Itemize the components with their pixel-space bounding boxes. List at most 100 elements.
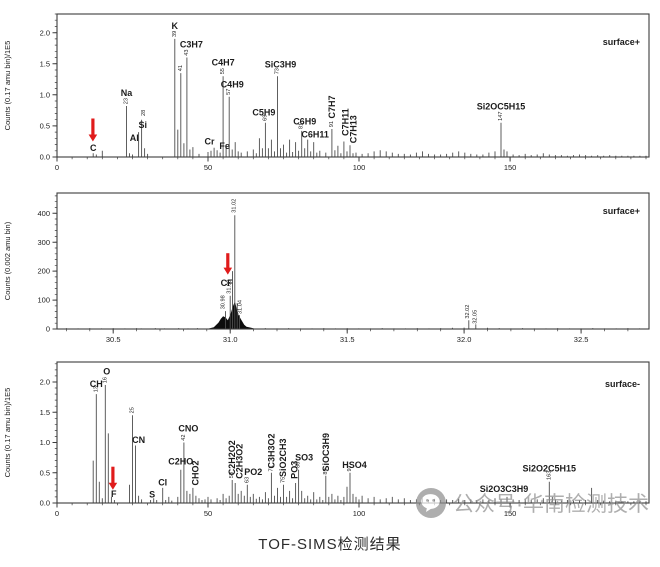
- major-ticks: [52, 381, 511, 508]
- spectrum-plot-negative-full: 0 50 100 150 0.0 0.5 1.0 1.5 2.0 Counts (0.17 amu…: [3, 361, 650, 518]
- y-tick-label: 300: [37, 238, 50, 247]
- plot-frame: [56, 361, 650, 504]
- peak-mass-number: 30.98: [221, 295, 227, 309]
- peak-mass-number: 23: [124, 98, 130, 104]
- peak-label: SO3: [295, 453, 313, 463]
- y-tick-label: 1.0: [40, 438, 50, 447]
- peak-mass-number: 75: [281, 477, 287, 483]
- x-tick-label: 100: [353, 509, 366, 518]
- peak-mass-number: 57: [226, 89, 232, 95]
- y-tick-label: 0.5: [40, 468, 50, 477]
- peak-mass-number: 41: [178, 65, 184, 71]
- x-tick-label: 150: [504, 509, 517, 518]
- x-tick-label: 32.0: [457, 335, 472, 344]
- peak-mass-number: 163: [546, 471, 552, 480]
- peak-label: CHO2: [190, 460, 200, 485]
- y-axis-title: Counts (0.002 amu bin): [3, 221, 12, 300]
- peak-label: Na: [121, 88, 133, 98]
- peak-label: C2H3O2: [234, 444, 244, 479]
- peak-mass-number: 97: [347, 465, 353, 471]
- peak-label: K: [172, 21, 179, 31]
- peak-label: Fe: [219, 141, 230, 151]
- peak-mass-number: 63: [244, 477, 250, 483]
- peak-mass-number: 31.00: [227, 280, 233, 294]
- peak-mass-number: 42: [181, 434, 187, 440]
- peak-label: C4H9: [221, 79, 244, 89]
- peak-label: C: [90, 143, 97, 153]
- peak-mass-number: 32.02: [465, 305, 471, 319]
- major-ticks: [52, 212, 582, 334]
- peak-mass-number: 43: [184, 49, 190, 55]
- peak-label: C2H2O2: [227, 440, 237, 475]
- x-tick-label: 30.5: [106, 335, 121, 344]
- spectrum-peaks: [65, 215, 641, 329]
- peak-mass-number: 80: [296, 462, 302, 468]
- peak-label: C6H9: [293, 117, 316, 127]
- polarity-label: surface+: [603, 37, 640, 47]
- peak-mass-number: 32.05: [472, 310, 478, 324]
- y-tick-label: 1.0: [40, 90, 50, 99]
- minor-ticks: [54, 195, 629, 332]
- y-tick-label: 0.0: [40, 499, 50, 508]
- x-tick-label: 100: [353, 163, 366, 172]
- peak-cluster-fill: [206, 301, 256, 329]
- y-axis-title: Counts (0.17 amu bin)/1E5: [3, 41, 12, 131]
- annotation-arrow: [223, 253, 233, 275]
- peak-label: Cl: [158, 478, 167, 488]
- peak-label: C7H7: [327, 95, 337, 118]
- y-axis-title: Counts (0.17 amu bin)/1E5: [3, 388, 12, 478]
- peak-label: HSO4: [342, 460, 367, 470]
- peak-label: CH: [90, 379, 103, 389]
- peak-mass-number: 69: [262, 115, 268, 121]
- peak-label: C7H13: [349, 115, 359, 143]
- y-tick-label: 2.0: [40, 28, 50, 37]
- peak-mass-number: 55: [220, 68, 226, 74]
- annotation-arrow: [108, 466, 118, 490]
- y-tick-label: 200: [37, 267, 50, 276]
- y-tick-label: 2.0: [40, 378, 50, 387]
- y-tick-label: 0.0: [40, 153, 50, 162]
- peak-mass-number: 25: [130, 407, 136, 413]
- y-tick-label: 1.5: [40, 59, 50, 68]
- peak-mass-number: 58: [229, 472, 235, 478]
- spectrum-panel-positive-full: 0 50 100 150 0.0 0.5 1.0 1.5 2.0 Counts (0.17 amu…: [0, 0, 660, 180]
- peak-mass-number: 89: [323, 468, 329, 474]
- peak-label: CNO: [178, 424, 198, 434]
- peak-label: C4H7: [212, 58, 235, 68]
- peak-label: C3H3O2: [266, 433, 276, 468]
- major-ticks: [52, 32, 511, 162]
- peak-label: F: [111, 489, 117, 499]
- x-tick-label: 0: [55, 509, 59, 518]
- peak-mass-number: 147: [498, 112, 504, 121]
- spectrum-peaks: [92, 385, 647, 503]
- y-tick-label: 400: [37, 209, 50, 218]
- spectrum-plot-positive-zoom: 30.5 31.0 31.5 32.0 32.5 0 100 200 300 400 Counts …: [3, 192, 650, 344]
- figure-caption: TOF-SIMS检测结果: [258, 536, 402, 553]
- polarity-label: surface+: [603, 206, 640, 216]
- x-tick-label: 0: [55, 163, 59, 172]
- x-tick-label: 31.5: [340, 335, 355, 344]
- annotation-arrow: [88, 118, 98, 142]
- peak-mass-number: 13: [93, 386, 99, 392]
- peak-label: SiOC3H9: [321, 433, 331, 472]
- spectrum-peaks: [92, 38, 647, 157]
- x-tick-label: 50: [204, 509, 212, 518]
- spectrum-plot-positive-full: 0 50 100 150 0.0 0.5 1.0 1.5 2.0 Counts (0.17 amu…: [3, 13, 650, 172]
- peak-label: C3H7: [180, 40, 203, 50]
- y-tick-label: 1.5: [40, 408, 50, 417]
- peak-label: C7H11: [340, 108, 350, 136]
- peak-label: C5H9: [252, 107, 275, 117]
- y-tick-label: 0: [46, 325, 50, 334]
- peak-label: Si2O2C5H15: [523, 464, 577, 474]
- peak-label: SiC3H9: [265, 60, 297, 70]
- peak-label: CF: [221, 278, 233, 288]
- x-tick-label: 31.0: [223, 335, 238, 344]
- x-tick-label: 50: [204, 163, 212, 172]
- peak-label: PO2: [244, 467, 262, 477]
- peak-mass-number: 71: [268, 465, 274, 471]
- peak-mass-number: 39: [172, 31, 178, 37]
- peak-label: CN: [132, 435, 145, 445]
- peak-label: C6H11: [301, 130, 329, 140]
- peak-mass-number: 31.04: [237, 300, 243, 314]
